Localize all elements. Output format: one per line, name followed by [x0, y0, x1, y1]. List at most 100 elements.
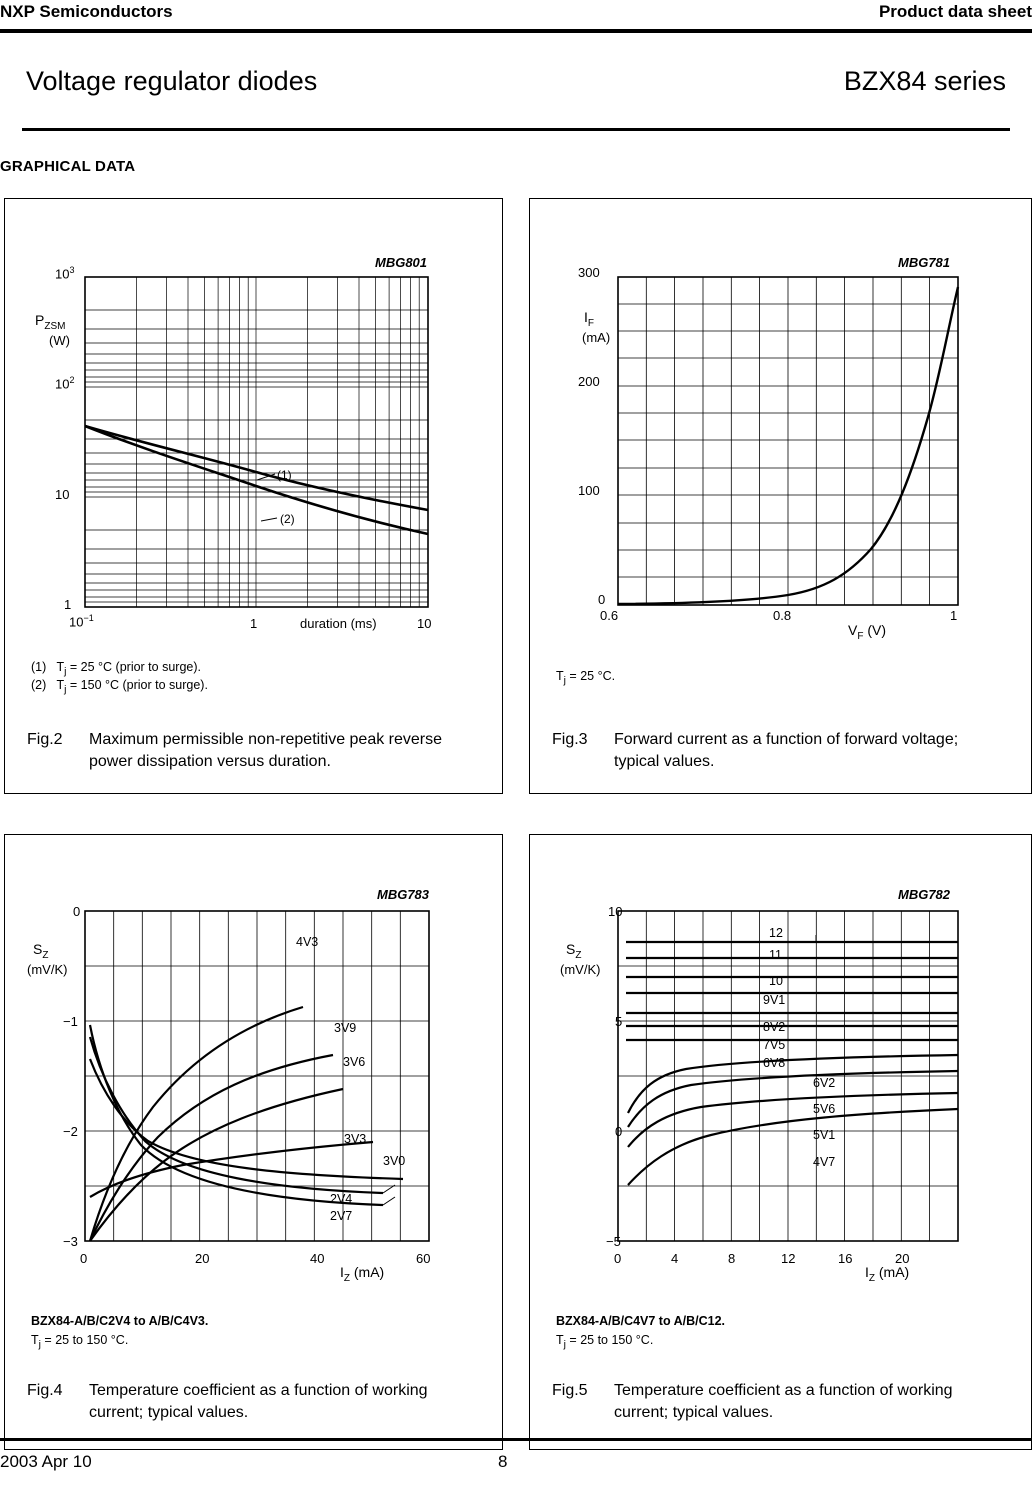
figure-4-box: MBG783 [4, 834, 503, 1450]
curve-3v3 [89, 1140, 374, 1198]
page-title: Voltage regulator diodes [26, 66, 318, 96]
figure-2-label: Fig.2 [27, 731, 63, 748]
fig2-yaxis-label: PZSM [35, 312, 66, 332]
fig5-curve-label-6v2: 6V2 [813, 1076, 836, 1090]
fig5-curve-label-11: 11 [769, 948, 782, 962]
fig2-ytick-10: 10 [55, 487, 70, 502]
fig4-curve-label-2v4: 2V4 [330, 1192, 353, 1206]
fig3-yaxis-unit: (mA) [582, 330, 611, 345]
fig3-xtick-0p6: 0.6 [600, 608, 619, 623]
fig5-ytick-m5: −5 [606, 1234, 621, 1249]
product-series: BZX84 series [843, 66, 1006, 96]
figure-5-chart [617, 910, 959, 1242]
fig3-ytick-300: 300 [578, 265, 600, 280]
fig5-curve-label-5v6: 5V6 [813, 1102, 836, 1116]
fig5-ytick-0: 0 [615, 1124, 623, 1139]
fig2-note-2: (2) Tj = 150 °C (prior to surge). [31, 678, 208, 696]
figure-4-chart [84, 910, 430, 1242]
fig4-xtick-40: 40 [310, 1251, 325, 1266]
section-title: GRAPHICAL DATA [0, 158, 136, 175]
fig5-xtick-20: 20 [895, 1251, 910, 1266]
fig4-ytick-m2: −2 [63, 1124, 78, 1139]
curve-1 [84, 424, 429, 512]
fig2-curve-label-1: (1) [277, 468, 292, 482]
fig5-xtick-12: 12 [781, 1251, 796, 1266]
fig5-xtick-8: 8 [728, 1251, 736, 1266]
figure-2-caption-text: Maximum permissible non-repetitive peak … [89, 731, 443, 770]
fig4-curve-label-3v9: 3V9 [334, 1021, 357, 1035]
fig4-xtick-60: 60 [416, 1251, 431, 1266]
fig5-curve-label-8v2: 8V2 [763, 1020, 786, 1034]
fig5-yaxis-label: SZ [566, 941, 582, 961]
figure-3-label: Fig.3 [552, 731, 588, 748]
fig2-note-1: (1) Tj = 25 °C (prior to surge). [31, 660, 201, 678]
fig3-ytick-0: 0 [598, 592, 606, 607]
figure-3-code: MBG781 [898, 255, 951, 270]
figure-3-caption-text: Forward current as a function of forward… [614, 731, 959, 770]
curve-3v9 [89, 1053, 334, 1242]
figure-5-box: MBG782 [529, 834, 1032, 1450]
curve-3v6 [89, 1087, 344, 1242]
fig2-ytick-1: 1 [64, 597, 72, 612]
curve-3v0 [88, 1058, 404, 1181]
fig4-note-part: BZX84-A/B/C2V4 to A/B/C4V3. [31, 1314, 209, 1328]
title-rule [22, 128, 1010, 131]
title-row: Voltage regulator diodes BZX84 series [0, 66, 1032, 106]
fig2-ytick-100: 102 [55, 375, 75, 392]
fig4-curve-label-3v6: 3V6 [343, 1055, 366, 1069]
figure-5-label: Fig.5 [552, 1382, 588, 1399]
figure-2-code: MBG801 [375, 255, 428, 270]
figure-5-caption-text: Temperature coefficient as a function of… [614, 1382, 953, 1421]
fig4-ytick-0: 0 [73, 904, 81, 919]
fig4-curve-label-4v3: 4V3 [296, 935, 319, 949]
fig5-ytick-10: 10 [608, 904, 623, 919]
figure-3-chart [617, 276, 960, 606]
fig2-curve-label-2: (2) [280, 512, 295, 526]
fig3-note-1: Tj = 25 °C. [556, 669, 616, 687]
curve-2v7 [88, 1036, 384, 1195]
fig2-xtick-1: 1 [250, 616, 258, 631]
figure-4-label: Fig.4 [27, 1382, 63, 1399]
fig2-xaxis-label: duration (ms) [300, 616, 377, 631]
fig4-curve-label-3v0: 3V0 [383, 1154, 406, 1168]
fig5-curve-label-4v7: 4V7 [813, 1155, 836, 1169]
fig5-ytick-5: 5 [615, 1014, 623, 1029]
fig5-yaxis-unit: (mV/K) [560, 962, 601, 977]
curve-4v3 [88, 1005, 304, 1242]
fig3-xaxis-label: VF (V) [848, 622, 887, 642]
fig3-ytick-200: 200 [578, 374, 600, 389]
fig3-xtick-0p8: 0.8 [773, 608, 792, 623]
fig4-curve-label-2v7: 2V7 [330, 1209, 353, 1223]
fig5-curve-label-9v1: 9V1 [763, 993, 786, 1007]
fig5-curve-label-12: 12 [769, 926, 783, 940]
fig4-yaxis-unit: (mV/K) [27, 962, 68, 977]
fig3-ytick-100: 100 [578, 483, 600, 498]
document-type: Product data sheet [878, 2, 1032, 21]
fig2-yaxis-unit: (W) [49, 333, 70, 348]
curve-4v7 [627, 1107, 959, 1186]
figure-2-box: MBG801 [4, 198, 503, 794]
fig5-xtick-4: 4 [671, 1251, 679, 1266]
curve-6v2 [627, 1053, 959, 1114]
fig3-xtick-1: 1 [950, 608, 958, 623]
fig5-xaxis-label: IZ (mA) [865, 1264, 910, 1284]
fig4-curve-label-3v3: 3V3 [344, 1132, 367, 1146]
page-header: NXP Semiconductors Product data sheet [0, 0, 1032, 36]
fig3-yaxis-label: IF [584, 309, 594, 329]
if-vf-curve [617, 286, 960, 606]
fig5-curve-label-6v8: 6V8 [763, 1056, 786, 1070]
fig4-yaxis-label: SZ [33, 941, 49, 961]
fig5-xtick-16: 16 [838, 1251, 853, 1266]
curve-5v1 [627, 1091, 959, 1148]
fig2-xtick-0p1: 10−1 [69, 613, 94, 630]
fig4-xtick-20: 20 [195, 1251, 210, 1266]
figure-2-chart [84, 276, 429, 608]
figure-3-box: MBG781 [529, 198, 1032, 794]
fig5-note-temp: Tj = 25 to 150 °C. [556, 1333, 654, 1351]
fig4-xaxis-label: IZ (mA) [340, 1264, 385, 1284]
footer-rule [0, 1438, 1032, 1441]
fig2-xtick-10: 10 [417, 616, 432, 631]
fig4-ytick-m1: −1 [63, 1014, 78, 1029]
curve-5v6 [627, 1069, 959, 1128]
